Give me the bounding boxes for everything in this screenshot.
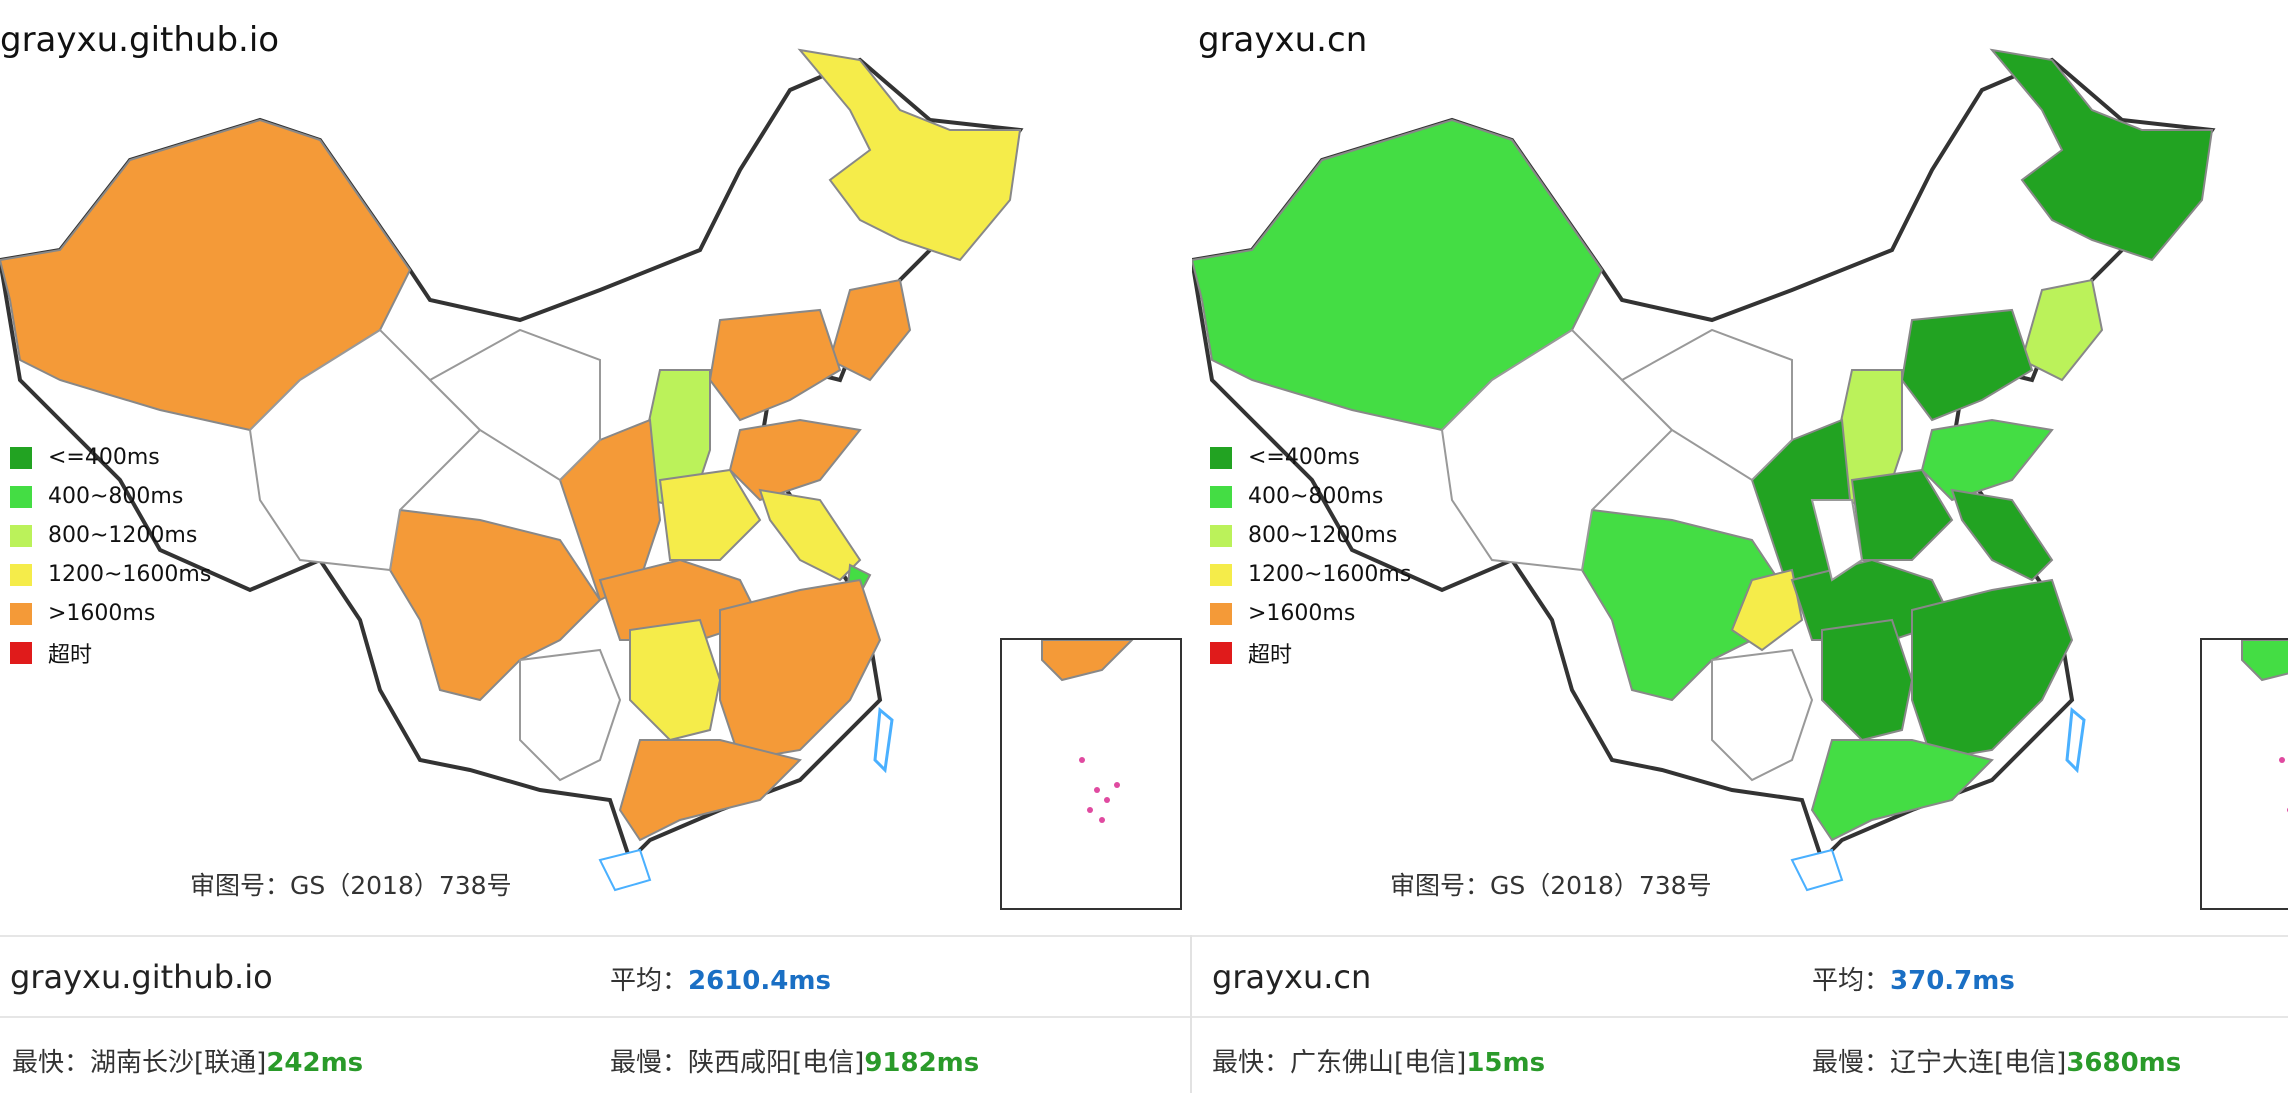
- map-approval-number: 审图号：GS（2018）738号: [1390, 871, 1712, 900]
- legend-item: <=400ms: [10, 438, 211, 477]
- china-latency-map: [1192, 48, 2216, 892]
- legend-item: 400~800ms: [1210, 477, 1411, 516]
- legend-swatch: [10, 602, 32, 625]
- legend-item: >1600ms: [1210, 594, 1411, 633]
- fastest-node: 最快：广东佛山[电信]15ms: [1212, 1048, 1546, 1078]
- slowest-latency-value: 9182ms: [864, 1048, 980, 1078]
- domain-name: grayxu.cn: [1212, 958, 1372, 996]
- legend-item: 1200~1600ms: [1210, 555, 1411, 594]
- divider: [0, 935, 1190, 937]
- legend-item: 800~1200ms: [10, 516, 211, 555]
- divider: [0, 1016, 1190, 1018]
- legend-item: <=400ms: [1210, 438, 1411, 477]
- slowest-node: 最慢：陕西咸阳[电信]9182ms: [610, 1048, 980, 1078]
- legend-item: 400~800ms: [10, 477, 211, 516]
- map-panel-github: grayxu.github.io <=400ms 400~800ms 800~1…: [0, 20, 1190, 1078]
- slowest-node: 最慢：辽宁大连[电信]3680ms: [1812, 1048, 2182, 1078]
- panel-divider: [1190, 935, 1192, 1093]
- legend-swatch: [10, 563, 32, 586]
- legend-item: 超时: [10, 633, 211, 672]
- legend-swatch: [1210, 446, 1232, 469]
- average-latency-value: 370.7ms: [1890, 966, 2015, 996]
- average-latency: 平均：2610.4ms: [610, 966, 831, 996]
- south-china-sea-inset: [1000, 638, 1182, 910]
- legend-swatch: [10, 641, 32, 664]
- average-latency-value: 2610.4ms: [688, 966, 831, 996]
- legend-swatch: [1210, 602, 1232, 625]
- legend-swatch: [1210, 524, 1232, 547]
- fastest-latency-value: 242ms: [266, 1048, 364, 1078]
- slowest-latency-value: 3680ms: [2066, 1048, 2182, 1078]
- map-title: grayxu.cn: [1198, 20, 1368, 60]
- map-panel-cn: grayxu.cn <=400ms 400~800ms 800~1200ms 1…: [1192, 0, 2288, 1093]
- legend-swatch: [1210, 641, 1232, 664]
- divider: [1192, 1016, 2288, 1018]
- legend-item: 1200~1600ms: [10, 555, 211, 594]
- fastest-node: 最快：湖南长沙[联通]242ms: [12, 1048, 364, 1078]
- fastest-latency-value: 15ms: [1466, 1048, 1546, 1078]
- divider: [1192, 935, 2288, 937]
- latency-legend: <=400ms 400~800ms 800~1200ms 1200~1600ms…: [1210, 438, 1411, 672]
- china-latency-map: [0, 48, 1024, 892]
- domain-name: grayxu.github.io: [10, 958, 273, 996]
- legend-item: >1600ms: [10, 594, 211, 633]
- legend-swatch: [1210, 563, 1232, 586]
- legend-item: 800~1200ms: [1210, 516, 1411, 555]
- legend-swatch: [10, 446, 32, 469]
- south-china-sea-inset: [2200, 638, 2288, 910]
- legend-item: 超时: [1210, 633, 1411, 672]
- legend-swatch: [1210, 485, 1232, 508]
- average-latency: 平均：370.7ms: [1812, 966, 2015, 996]
- latency-legend: <=400ms 400~800ms 800~1200ms 1200~1600ms…: [10, 438, 211, 672]
- map-title: grayxu.github.io: [0, 20, 280, 60]
- map-approval-number: 审图号：GS（2018）738号: [190, 871, 512, 900]
- legend-swatch: [10, 485, 32, 508]
- legend-swatch: [10, 524, 32, 547]
